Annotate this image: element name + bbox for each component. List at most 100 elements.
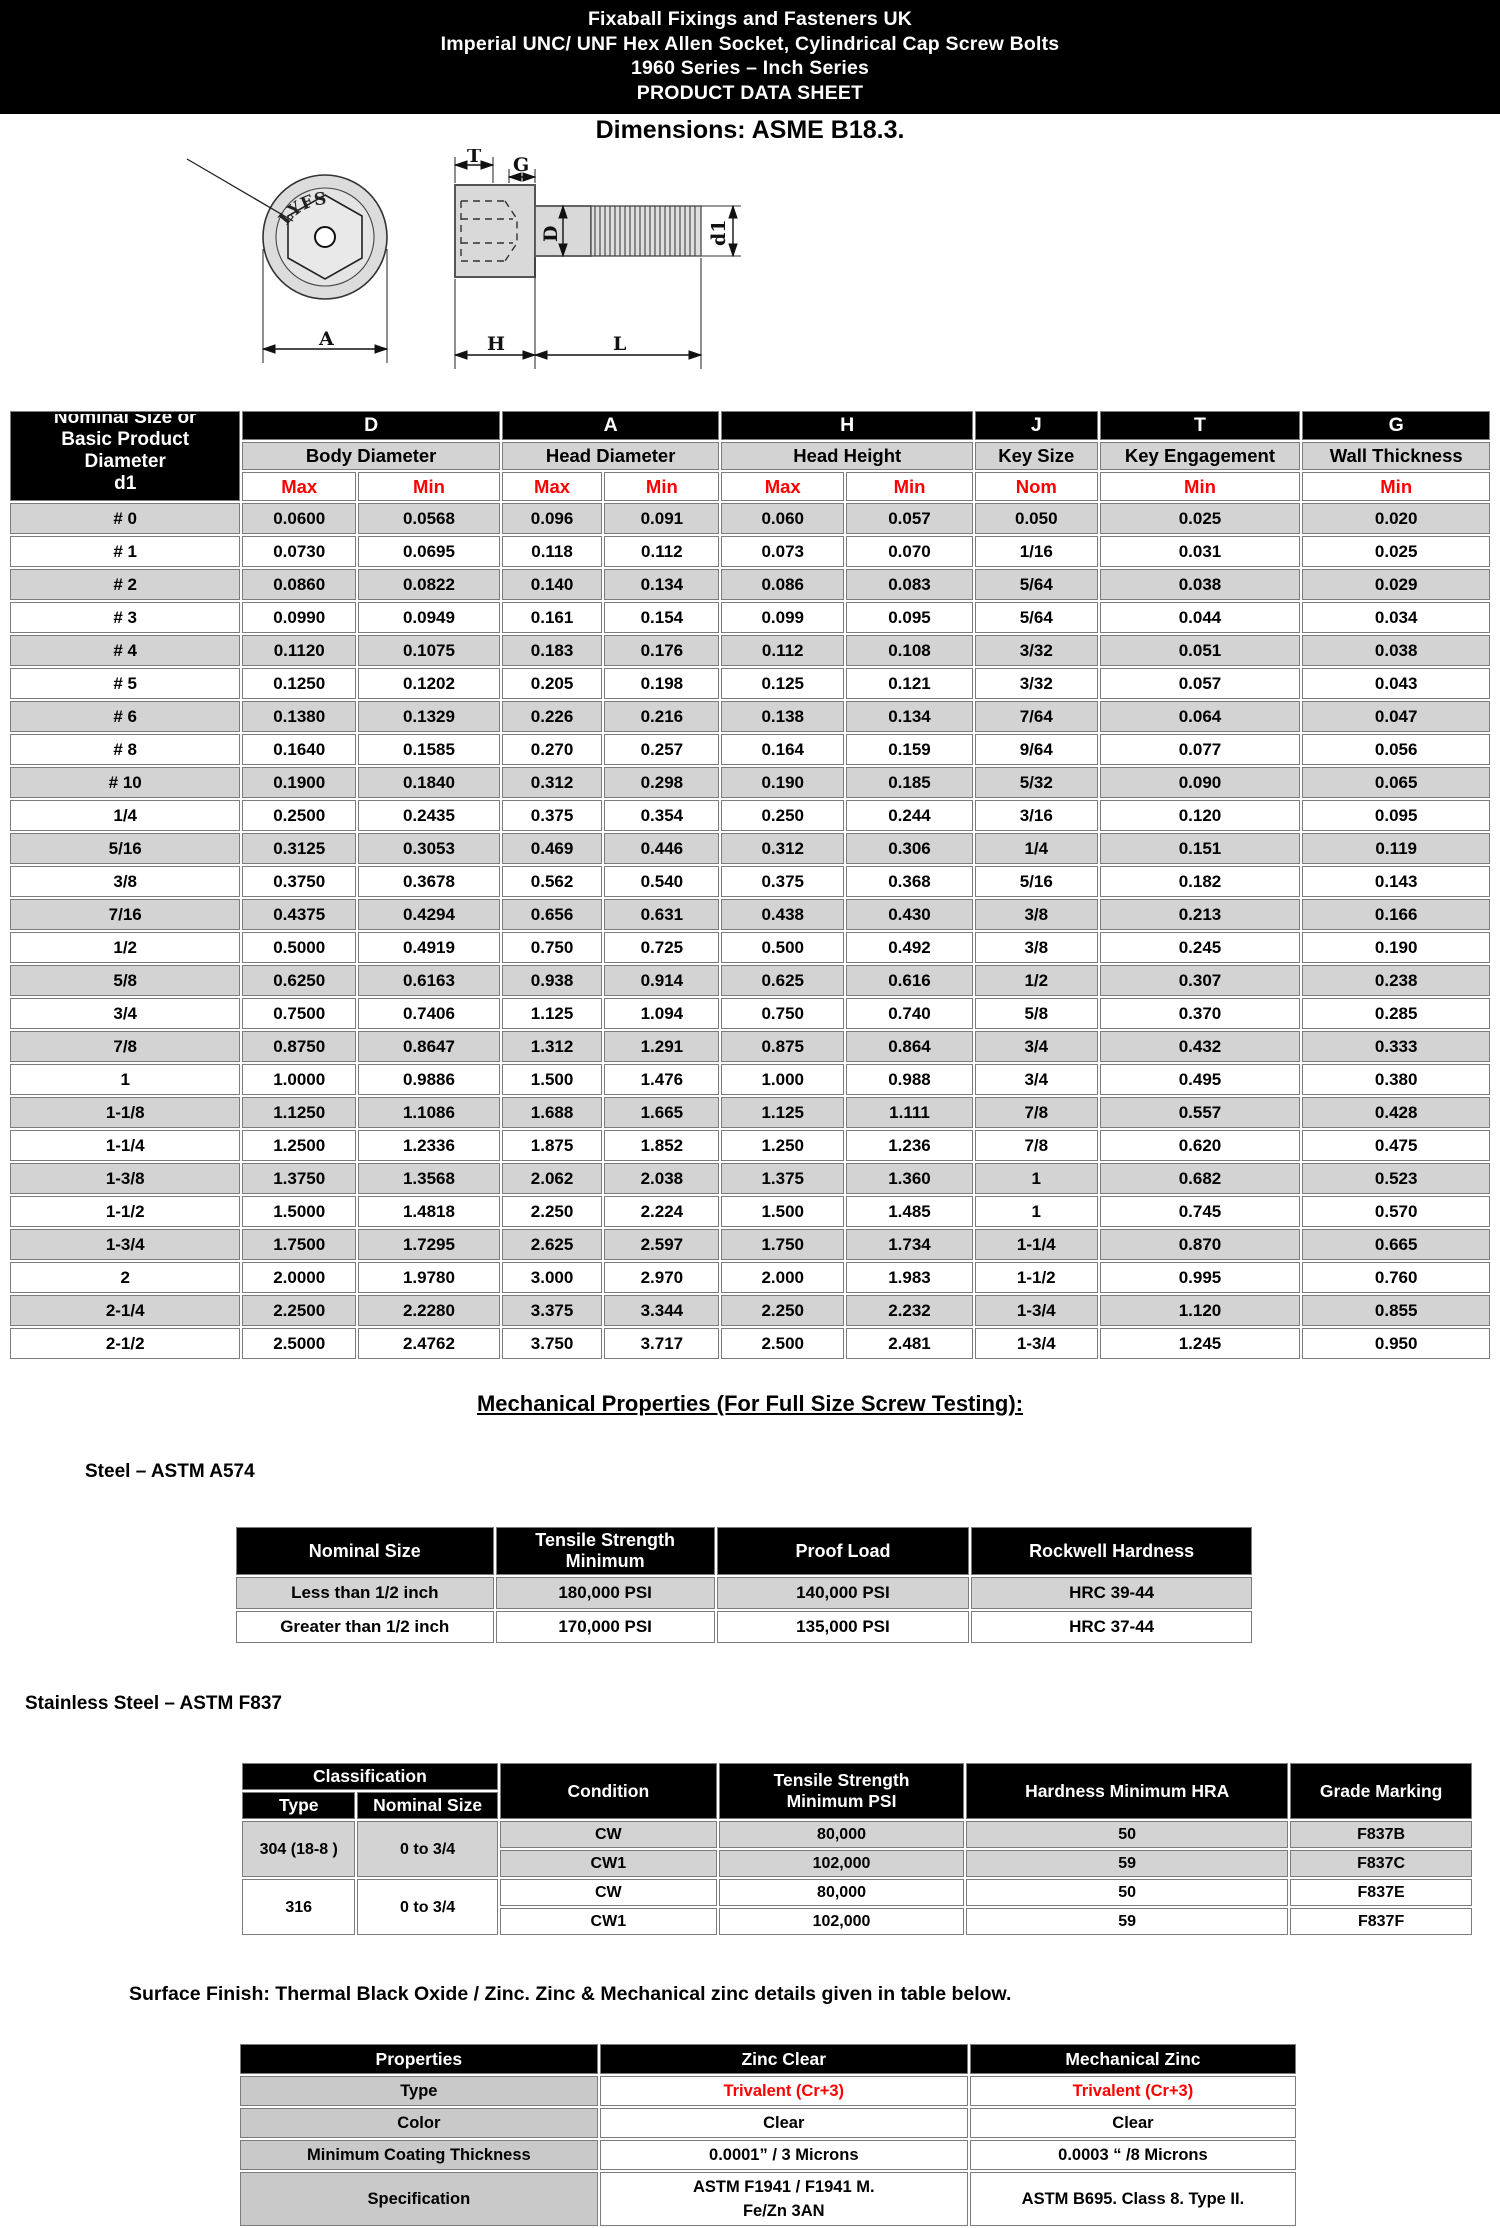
table-row: # 6 0.1380 0.1329 0.226 0.216 0.138 0.134 7/64 0… xyxy=(10,701,1490,732)
dimension-cell: 1.750 xyxy=(721,1229,844,1260)
dimension-cell: 0.244 xyxy=(846,800,973,831)
ss-cell: F837C xyxy=(1290,1850,1472,1877)
dimension-cell: 1 xyxy=(974,1196,1098,1227)
ss-type-cell: 304 (18-8 ) xyxy=(242,1821,356,1877)
dimension-cell: 0.6163 xyxy=(358,965,500,996)
dimension-cell: 2.5000 xyxy=(242,1328,357,1359)
dimension-cell: 1.2500 xyxy=(242,1130,357,1161)
dimension-cell: 0.119 xyxy=(1302,833,1490,864)
dimension-cell: 1.236 xyxy=(846,1130,973,1161)
dimension-cell: 0.368 xyxy=(846,866,973,897)
table-row: 5/8 0.6250 0.6163 0.938 0.914 0.625 0.616 1/2 0.… xyxy=(10,965,1490,996)
dimension-cell: 0.740 xyxy=(846,998,973,1029)
dimension-cell: 0.112 xyxy=(604,536,720,567)
dimension-cell: 0.099 xyxy=(721,602,844,633)
table-row: 1-1/4 1.2500 1.2336 1.875 1.852 1.250 1.236 7/8… xyxy=(10,1130,1490,1161)
table-row: 3/8 0.3750 0.3678 0.562 0.540 0.375 0.368 5/16 0… xyxy=(10,866,1490,897)
dimension-cell: 0.995 xyxy=(1099,1262,1301,1293)
dimension-cell: 0.108 xyxy=(846,635,973,666)
surf-mech-zinc-cell: 0.0003 “ /8 Microns xyxy=(969,2140,1296,2170)
dimension-cell: 0.0730 xyxy=(242,536,357,567)
table-row: Type Trivalent (Cr+3) Trivalent (Cr+3) xyxy=(240,2076,1296,2106)
dimension-cell: 0.1202 xyxy=(358,668,500,699)
steel-col-hardness: Rockwell Hardness xyxy=(971,1527,1252,1575)
dimension-cell: 1.0000 xyxy=(242,1064,357,1095)
surf-zinc-clear-cell: Clear xyxy=(599,2108,968,2138)
dimension-cell: 0.038 xyxy=(1302,635,1490,666)
dimension-cell: 0.120 xyxy=(1099,800,1301,831)
dimension-cell: 0.029 xyxy=(1302,569,1490,600)
nominal-size-cell: # 8 xyxy=(10,734,241,765)
dimension-cell: 0.060 xyxy=(721,503,844,534)
dimension-cell: 0.333 xyxy=(1302,1031,1490,1062)
steel-cell: 170,000 PSI xyxy=(495,1611,715,1643)
surf-mech-zinc-cell: ASTM B695. Class 8. Type II. xyxy=(969,2172,1296,2226)
nominal-size-cell: 5/16 xyxy=(10,833,241,864)
nominal-size-cell: # 1 xyxy=(10,536,241,567)
nominal-size-cell: 2 xyxy=(10,1262,241,1293)
surf-zinc-clear-cell: Trivalent (Cr+3) xyxy=(599,2076,968,2106)
dimension-cell: 3.750 xyxy=(501,1328,603,1359)
table-row: Color Clear Clear xyxy=(240,2108,1296,2138)
dimension-cell: 1.983 xyxy=(846,1262,973,1293)
dimension-cell: 2.970 xyxy=(604,1262,720,1293)
dimension-cell: 0.8647 xyxy=(358,1031,500,1062)
dimension-cell: 0.8750 xyxy=(242,1031,357,1062)
dimension-cell: 0.257 xyxy=(604,734,720,765)
dimension-cell: 0.631 xyxy=(604,899,720,930)
col-name-key-engagement: Key Engagement xyxy=(1099,441,1301,471)
dimension-cell: 1.7295 xyxy=(358,1229,500,1260)
dimension-cell: 0.154 xyxy=(604,602,720,633)
steel-cell: 180,000 PSI xyxy=(495,1577,715,1609)
table-row: 3/4 0.7500 0.7406 1.125 1.094 0.750 0.740 5/8 0.… xyxy=(10,998,1490,1029)
ss-cell: CW1 xyxy=(499,1850,717,1877)
col-letter-A: A xyxy=(501,411,720,440)
dimension-cell: 5/16 xyxy=(974,866,1098,897)
sub-max: Max xyxy=(242,472,357,501)
surf-mech-zinc-cell: Trivalent (Cr+3) xyxy=(969,2076,1296,2106)
dimension-cell: 2.4762 xyxy=(358,1328,500,1359)
ss-cell: 80,000 xyxy=(718,1821,965,1848)
dimension-cell: 0.020 xyxy=(1302,503,1490,534)
dimension-cell: 0.245 xyxy=(1099,932,1301,963)
steel-cell: 135,000 PSI xyxy=(716,1611,970,1643)
dimension-cell: 0.091 xyxy=(604,503,720,534)
dimension-cell: 5/64 xyxy=(974,569,1098,600)
nominal-size-cell: # 4 xyxy=(10,635,241,666)
dimension-cell: 0.750 xyxy=(721,998,844,1029)
dimension-cell: 1.476 xyxy=(604,1064,720,1095)
table-row: # 0 0.0600 0.0568 0.096 0.091 0.060 0.057 0.050… xyxy=(10,503,1490,534)
surf-col-properties: Properties xyxy=(240,2044,598,2074)
dimension-cell: 0.475 xyxy=(1302,1130,1490,1161)
front-view: LYFS A xyxy=(186,158,389,363)
dimension-cell: 0.057 xyxy=(1099,668,1301,699)
dimension-cell: 1.125 xyxy=(501,998,603,1029)
col-letter-G: G xyxy=(1302,411,1490,440)
dimension-cell: 0.570 xyxy=(1302,1196,1490,1227)
dimension-cell: 0.143 xyxy=(1302,866,1490,897)
dimension-cell: 0.988 xyxy=(846,1064,973,1095)
dimension-cell: 0.198 xyxy=(604,668,720,699)
dim-label-D: D xyxy=(540,226,562,242)
dimension-cell: 0.0822 xyxy=(358,569,500,600)
dimension-cell: 0.025 xyxy=(1302,536,1490,567)
ss-cell: F837E xyxy=(1290,1879,1472,1906)
dimension-cell: 0.616 xyxy=(846,965,973,996)
surf-zinc-clear-cell: ASTM F1941 / F1941 M. Fe/Zn 3AN xyxy=(599,2172,968,2226)
title-banner: Fixaball Fixings and Fasteners UK Imperi… xyxy=(0,0,1500,114)
col-name-body-diameter: Body Diameter xyxy=(242,441,500,471)
dimension-cell: 0.312 xyxy=(721,833,844,864)
dimension-cell: 0.656 xyxy=(501,899,603,930)
nominal-size-cell: 7/8 xyxy=(10,1031,241,1062)
nominal-size-cell: 2-1/2 xyxy=(10,1328,241,1359)
dimension-cell: 0.250 xyxy=(721,800,844,831)
dimension-cell: 0.307 xyxy=(1099,965,1301,996)
dimension-cell: 0.064 xyxy=(1099,701,1301,732)
surf-property-cell: Minimum Coating Thickness xyxy=(240,2140,598,2170)
steel-col-tensile: Tensile Strength Minimum xyxy=(495,1527,715,1575)
dimension-cell: 1.360 xyxy=(846,1163,973,1194)
surf-col-mech-zinc: Mechanical Zinc xyxy=(969,2044,1296,2074)
table-row: # 5 0.1250 0.1202 0.205 0.198 0.125 0.121 3/32 0… xyxy=(10,668,1490,699)
dimension-cell: 0.073 xyxy=(721,536,844,567)
dimensional-table: Nominal Size or Basic Product Diameter d… xyxy=(8,409,1492,1361)
